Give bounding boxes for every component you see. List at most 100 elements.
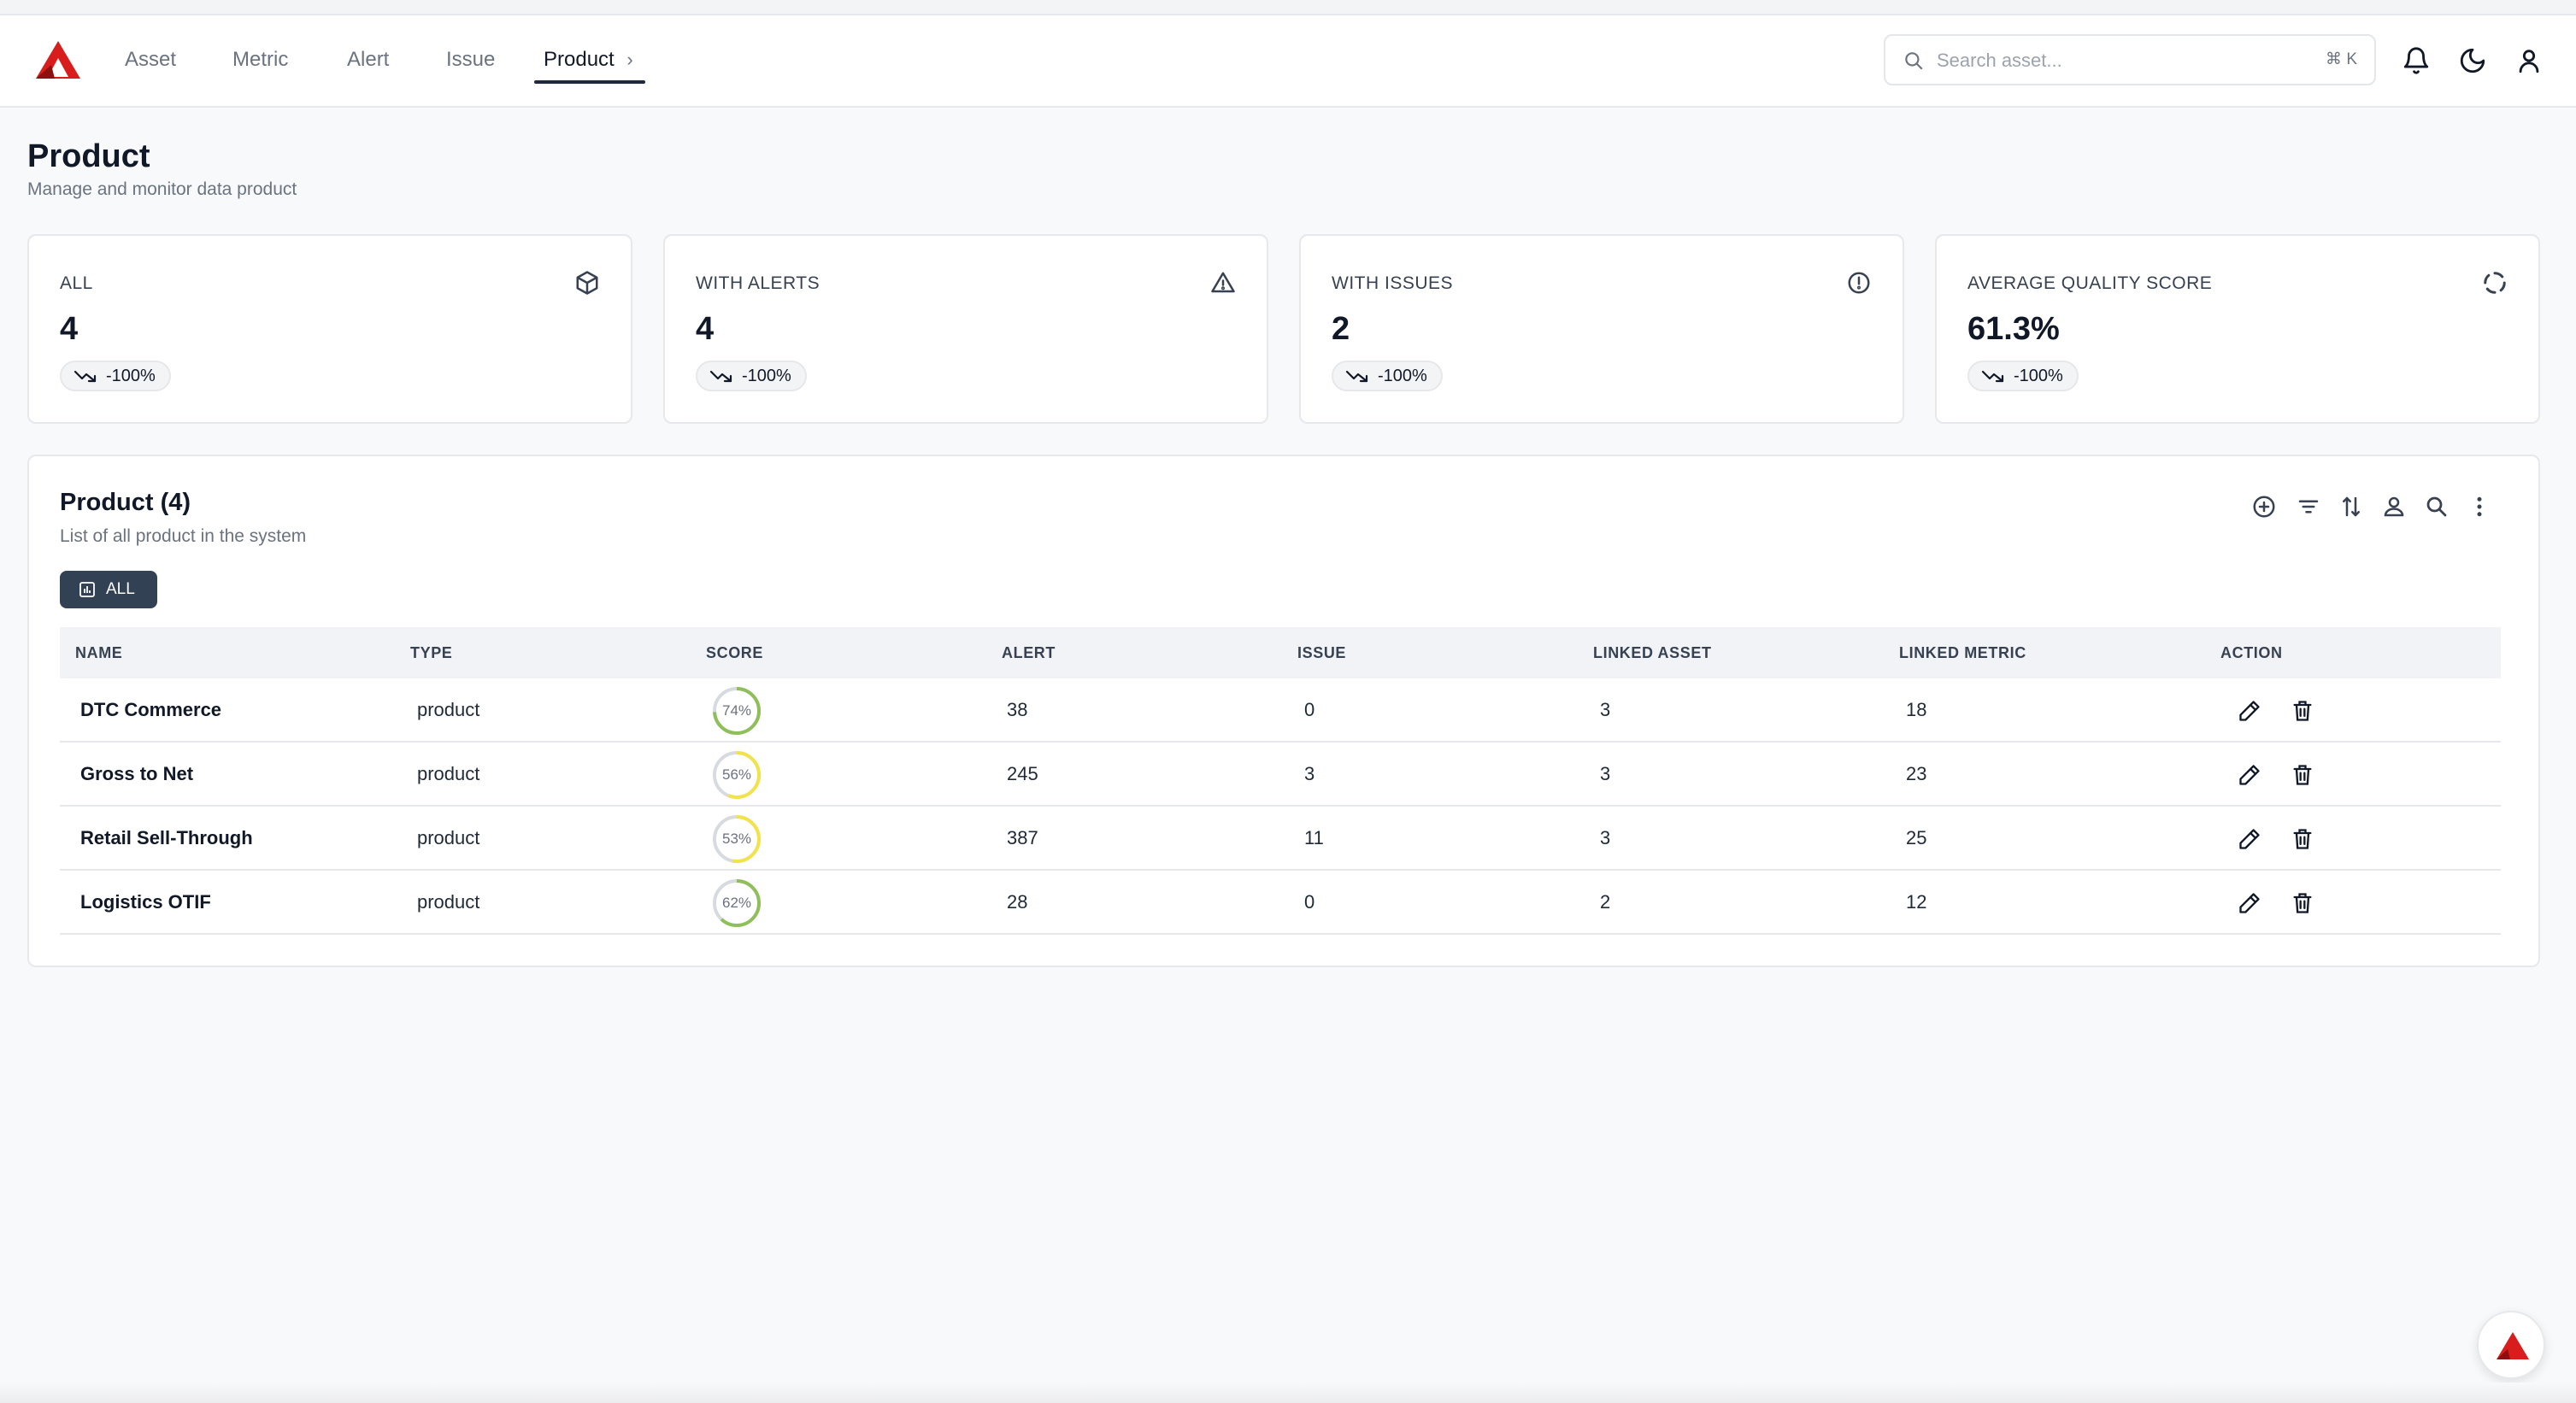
cell-issue: 0 — [1304, 699, 1315, 720]
stat-label: ALL — [60, 273, 93, 293]
search-icon[interactable] — [2424, 494, 2450, 520]
cell-name[interactable]: Logistics OTIF — [80, 891, 211, 913]
trash-icon[interactable] — [2291, 763, 2314, 787]
score-ring — [713, 687, 761, 735]
change-value: -100% — [2014, 366, 2063, 385]
cell-linked-asset: 3 — [1600, 699, 1611, 720]
page-subtitle: Manage and monitor data product — [27, 179, 297, 199]
stat-card-with-issues: WITH ISSUES 2 -100% — [1299, 234, 1904, 424]
col-type[interactable]: TYPE — [410, 644, 453, 661]
col-linked-asset[interactable]: LINKED ASSET — [1593, 644, 1712, 661]
cell-type: product — [417, 891, 480, 913]
cell-linked-metric: 23 — [1906, 763, 1927, 784]
nav-issue[interactable]: Issue — [446, 48, 496, 71]
score-arc — [713, 687, 761, 735]
table-row[interactable]: DTC Commerce product 38 0 3 18 74% — [60, 678, 2501, 743]
score-arc — [713, 815, 761, 863]
top-navbar: Asset Metric Alert Issue Product › ⌘ K — [0, 15, 2576, 108]
sort-icon[interactable] — [2338, 494, 2364, 520]
col-linked-metric[interactable]: LINKED METRIC — [1899, 644, 2026, 661]
stat-value: 4 — [60, 311, 79, 347]
nav-alert[interactable]: Alert — [347, 48, 390, 71]
edit-pencil-icon[interactable] — [2238, 699, 2261, 723]
cell-issue: 11 — [1304, 827, 1324, 848]
cell-type: product — [417, 763, 480, 784]
add-circle-icon[interactable] — [2251, 494, 2277, 520]
panel-title: Product (4) — [60, 489, 191, 516]
trending-down-icon — [74, 370, 97, 383]
cell-name[interactable]: Retail Sell-Through — [80, 827, 253, 848]
cube-icon — [576, 271, 598, 295]
score-label: 62% — [721, 895, 752, 911]
stat-label: WITH ISSUES — [1332, 273, 1454, 293]
score-ring — [713, 879, 761, 927]
cell-alert: 38 — [1007, 699, 1028, 720]
assistant-fab-button[interactable] — [2477, 1311, 2545, 1379]
user-icon[interactable] — [2514, 46, 2544, 75]
product-table: NAME TYPE SCORE ALERT ISSUE LINKED ASSET… — [60, 627, 2501, 935]
nav-product-label: Product — [544, 48, 615, 71]
stat-card-average-quality: AVERAGE QUALITY SCORE 61.3% -100% — [1935, 234, 2540, 424]
change-badge: -100% — [1332, 361, 1443, 391]
edit-pencil-icon[interactable] — [2238, 891, 2261, 915]
panel-subtitle: List of all product in the system — [60, 526, 307, 546]
score-label: 74% — [721, 702, 752, 719]
stat-value: 4 — [696, 311, 715, 347]
filter-all-button[interactable]: ALL — [60, 571, 157, 608]
cell-name[interactable]: Gross to Net — [80, 763, 194, 784]
cell-type: product — [417, 699, 480, 720]
table-row[interactable]: Gross to Net product 245 3 3 23 56% — [60, 743, 2501, 807]
table-row[interactable]: Retail Sell-Through product 387 11 3 25 53% — [60, 807, 2501, 871]
trash-icon[interactable] — [2291, 891, 2314, 915]
bell-icon[interactable] — [2402, 46, 2431, 75]
loader-icon — [2484, 272, 2506, 294]
filter-icon[interactable] — [2296, 494, 2321, 520]
stat-card-with-alerts: WITH ALERTS 4 -100% — [663, 234, 1268, 424]
cell-issue: 3 — [1304, 763, 1315, 784]
search-shortcut: ⌘ K — [2326, 50, 2357, 68]
cell-name[interactable]: DTC Commerce — [80, 699, 222, 720]
change-badge: -100% — [60, 361, 171, 391]
score-ring — [713, 815, 761, 863]
table-header: NAME TYPE SCORE ALERT ISSUE LINKED ASSET… — [60, 627, 2501, 678]
nav-product[interactable]: Product › — [544, 44, 633, 79]
cell-alert: 387 — [1007, 827, 1038, 848]
warning-icon — [1211, 272, 1235, 293]
trending-down-icon — [1981, 370, 2004, 383]
cell-linked-asset: 3 — [1600, 827, 1611, 848]
alert-circle-icon — [1848, 272, 1870, 294]
more-vertical-icon[interactable] — [2467, 494, 2492, 520]
top-strip — [0, 0, 2576, 15]
stat-value: 2 — [1332, 311, 1350, 347]
trending-down-icon — [1345, 370, 1368, 383]
score-arc — [713, 879, 761, 927]
cell-alert: 28 — [1007, 891, 1028, 913]
brand-logo[interactable] — [34, 39, 82, 80]
chevron-right-icon: › — [626, 49, 633, 70]
moon-icon[interactable] — [2458, 46, 2487, 75]
cell-linked-asset: 3 — [1600, 763, 1611, 784]
col-alert[interactable]: ALERT — [1002, 644, 1056, 661]
brand-logo-icon — [2497, 1332, 2529, 1359]
nav-asset[interactable]: Asset — [125, 48, 177, 71]
search-input[interactable] — [1937, 44, 2296, 77]
trash-icon[interactable] — [2291, 699, 2314, 723]
score-arc — [713, 751, 761, 799]
col-issue[interactable]: ISSUE — [1297, 644, 1347, 661]
product-list-panel: Product (4) List of all product in the s… — [27, 455, 2540, 967]
trending-down-icon — [709, 370, 732, 383]
filter-all-label: ALL — [106, 580, 135, 598]
search-icon — [1905, 52, 1923, 70]
edit-pencil-icon[interactable] — [2238, 763, 2261, 787]
col-action: ACTION — [2220, 644, 2283, 661]
trash-icon[interactable] — [2291, 827, 2314, 851]
user-filter-icon[interactable] — [2381, 494, 2407, 520]
cell-linked-metric: 18 — [1906, 699, 1927, 720]
col-name[interactable]: NAME — [75, 644, 123, 661]
edit-pencil-icon[interactable] — [2238, 827, 2261, 851]
table-row[interactable]: Logistics OTIF product 28 0 2 12 62% — [60, 871, 2501, 935]
search-box[interactable]: ⌘ K — [1884, 34, 2376, 85]
cell-issue: 0 — [1304, 891, 1315, 913]
col-score[interactable]: SCORE — [706, 644, 764, 661]
nav-metric[interactable]: Metric — [232, 48, 289, 71]
